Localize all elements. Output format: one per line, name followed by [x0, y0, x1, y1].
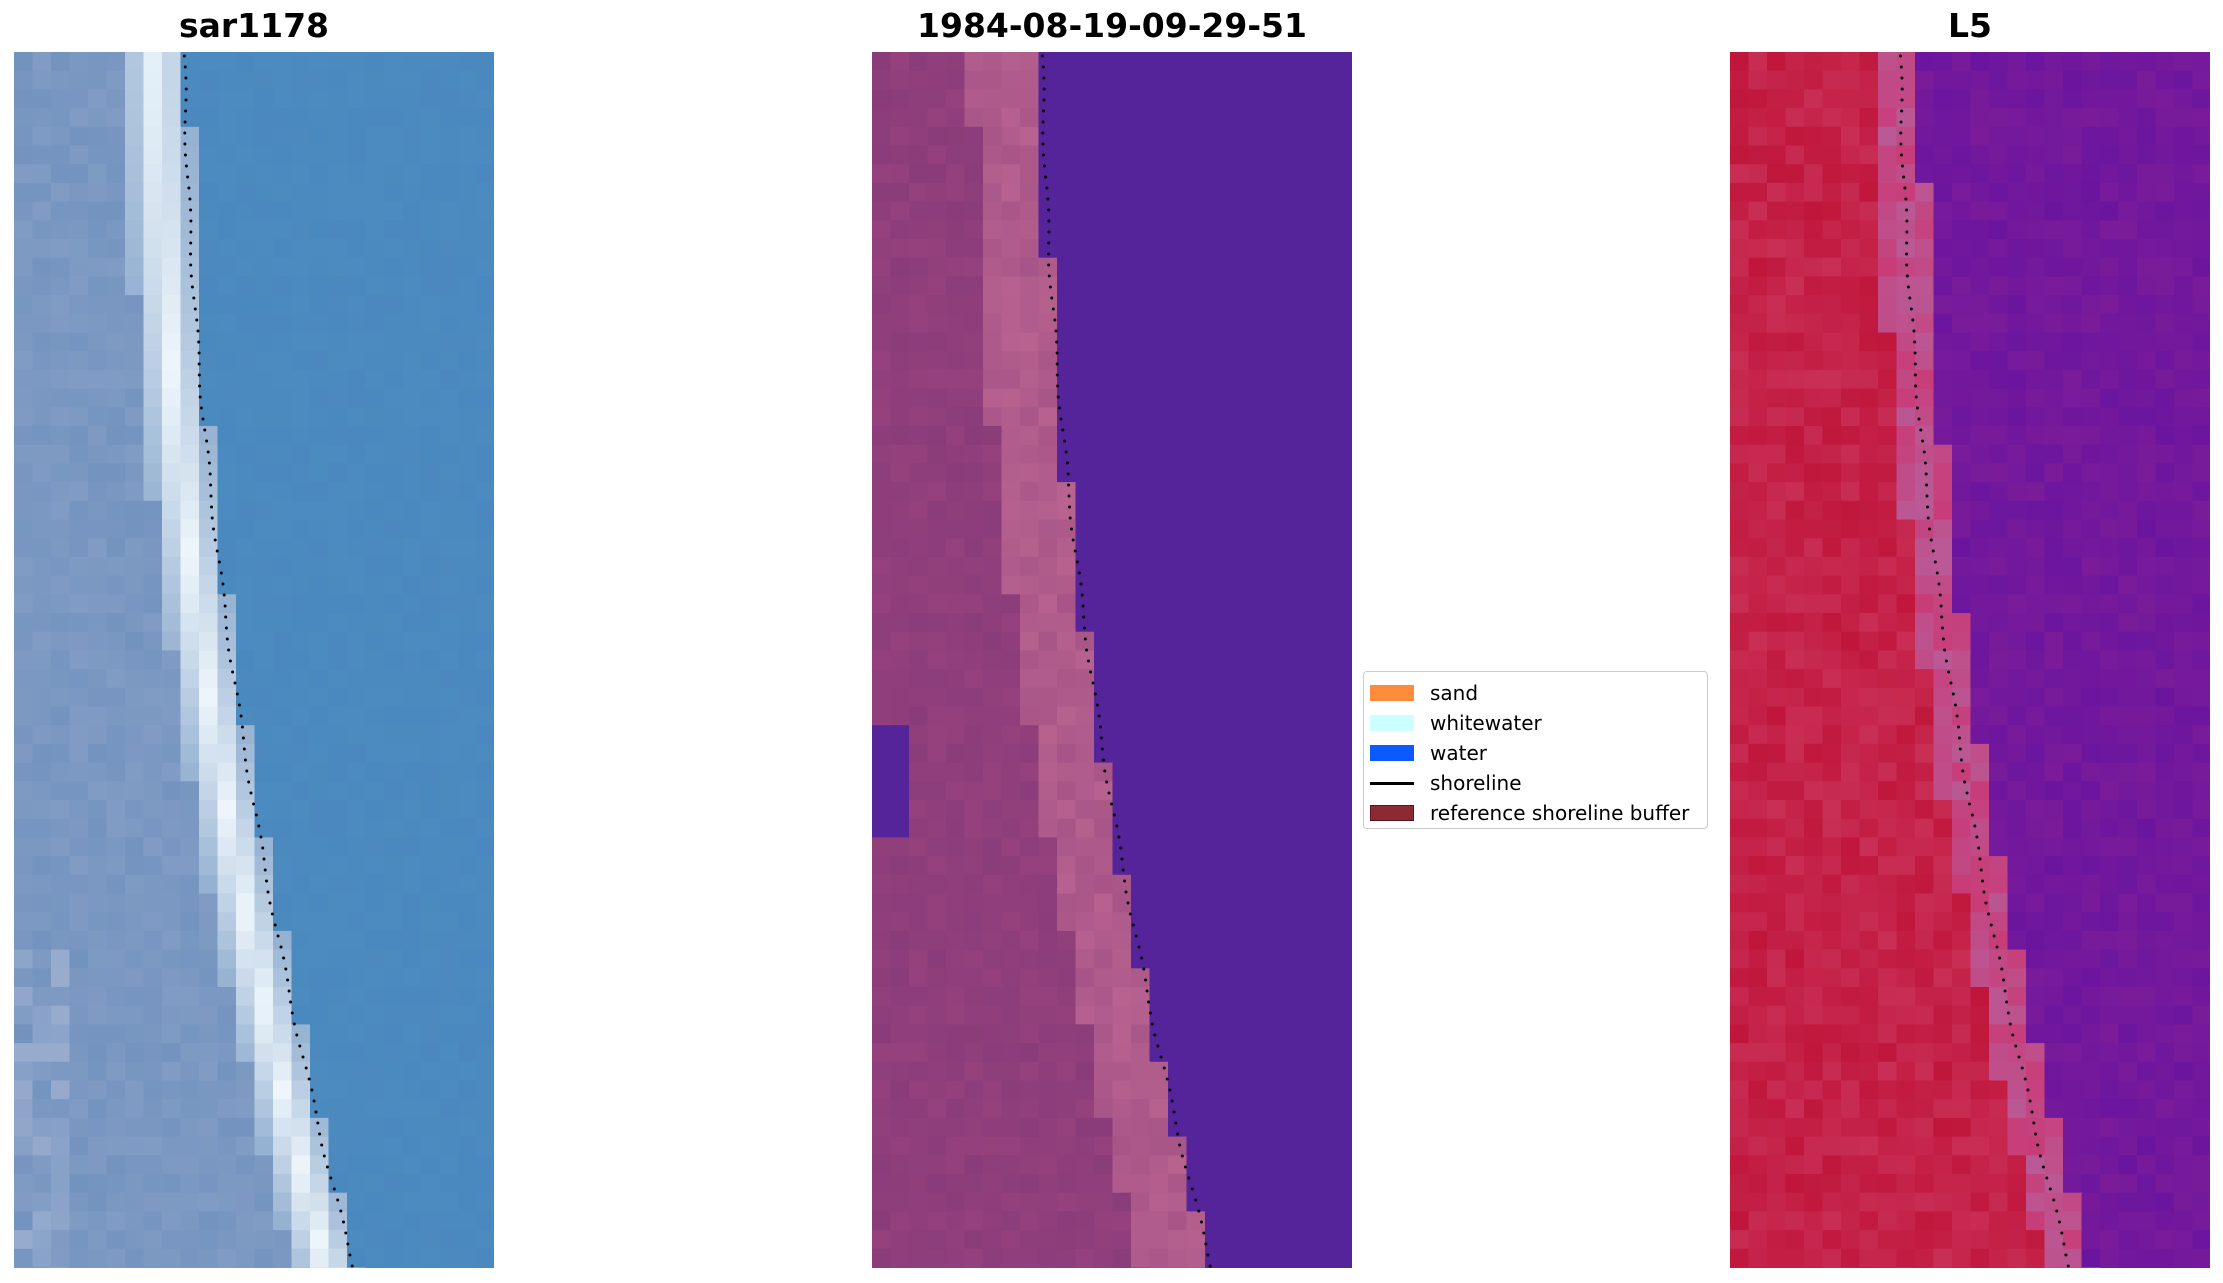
- classified-image: [872, 52, 1352, 1268]
- water-swatch: [1370, 745, 1414, 761]
- water-index-image: [1730, 52, 2210, 1268]
- classified-image-panel: [872, 52, 1352, 1268]
- legend-label: sand: [1430, 681, 1479, 705]
- legend-item-whitewater: whitewater: [1364, 708, 1707, 738]
- legend-item-sand: sand: [1364, 678, 1707, 708]
- index-image-panel: [1730, 52, 2210, 1268]
- shoreline-line-sample: [1370, 781, 1414, 785]
- panel-title-classified: 1984-08-19-09-29-51: [917, 6, 1307, 45]
- legend-label: shoreline: [1430, 771, 1522, 795]
- legend-item-water: water: [1364, 738, 1707, 768]
- panel-title-rgb: sar1178: [178, 6, 330, 45]
- rgb-satellite-image: [14, 52, 494, 1268]
- legend-item-reference-shoreline-buffer: reference shoreline buffer: [1364, 798, 1707, 828]
- sand-swatch: [1370, 685, 1414, 701]
- whitewater-swatch: [1370, 715, 1414, 731]
- legend-item-shoreline: shoreline: [1364, 768, 1707, 798]
- shoreline-dots: [182, 54, 354, 1268]
- shoreline-dots: [1040, 54, 1212, 1268]
- panel-title-index: L5: [1948, 6, 1992, 45]
- legend-label: water: [1430, 741, 1487, 765]
- buffer-swatch: [1370, 805, 1414, 821]
- legend-label: reference shoreline buffer: [1430, 801, 1690, 825]
- legend-label: whitewater: [1430, 711, 1542, 735]
- rgb-image-panel: [14, 52, 494, 1268]
- shoreline-dots: [1898, 54, 2070, 1268]
- legend: sand whitewater water shoreline referenc…: [1363, 671, 1708, 829]
